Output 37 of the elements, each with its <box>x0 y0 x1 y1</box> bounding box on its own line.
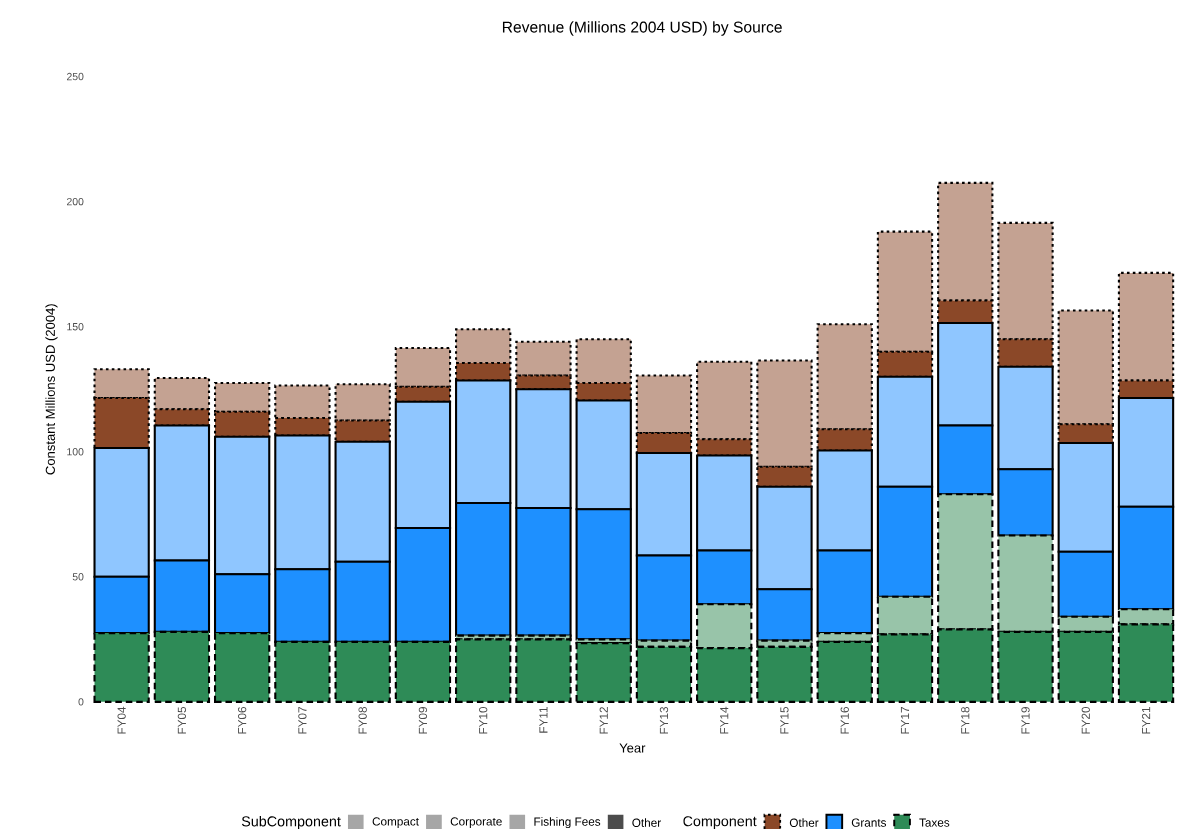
x-tick-label: FY07 <box>298 706 307 734</box>
x-tick-label: FY06 <box>237 706 247 734</box>
x-tick-label: FY16 <box>840 706 849 734</box>
x-tick-label: FY04 <box>117 706 126 734</box>
x-tick-label: FY05 <box>177 706 187 734</box>
bar <box>575 641 632 703</box>
text: Compact <box>372 817 419 828</box>
text: Other <box>789 818 819 827</box>
x-tick-label: FY15 <box>780 706 789 734</box>
text: Taxes <box>919 818 950 827</box>
text: Other <box>632 818 661 827</box>
y-tick-label: 250 <box>67 72 84 81</box>
x-tick-label: FY14 <box>720 706 729 734</box>
x-tick-label: FY11 <box>539 706 548 733</box>
chart-title: Revenue (Millions 2004 USD) by Source <box>502 20 782 36</box>
x-tick-label: FY08 <box>358 706 367 734</box>
y-tick-label: 50 <box>72 572 84 581</box>
x-tick-label: FY19 <box>1021 706 1030 734</box>
text: Corporate <box>450 817 502 828</box>
x-tick-label: FY13 <box>659 706 669 734</box>
text: SubComponent <box>241 815 341 829</box>
text: Component <box>683 815 757 829</box>
text: Fishing Fees <box>534 816 601 828</box>
y-tick-label: 200 <box>67 197 84 206</box>
x-tick-label: FY21 <box>1141 706 1151 734</box>
text: Grants <box>851 818 887 827</box>
x-tick-label: FY18 <box>961 706 970 734</box>
y-tick-label: 150 <box>67 322 84 331</box>
x-tick-label: FY10 <box>479 706 488 734</box>
x-tick-label: FY17 <box>900 706 910 734</box>
x-tick-label: FY12 <box>599 706 608 734</box>
y-tick-label: 100 <box>67 447 84 456</box>
y-axis-title: Constant Millions USD (2004) <box>45 303 58 475</box>
x-tick-label: FY20 <box>1081 706 1090 734</box>
y-tick-label: 0 <box>78 697 84 706</box>
x-tick-label: FY09 <box>418 706 428 734</box>
x-axis-title: Year <box>619 743 646 753</box>
